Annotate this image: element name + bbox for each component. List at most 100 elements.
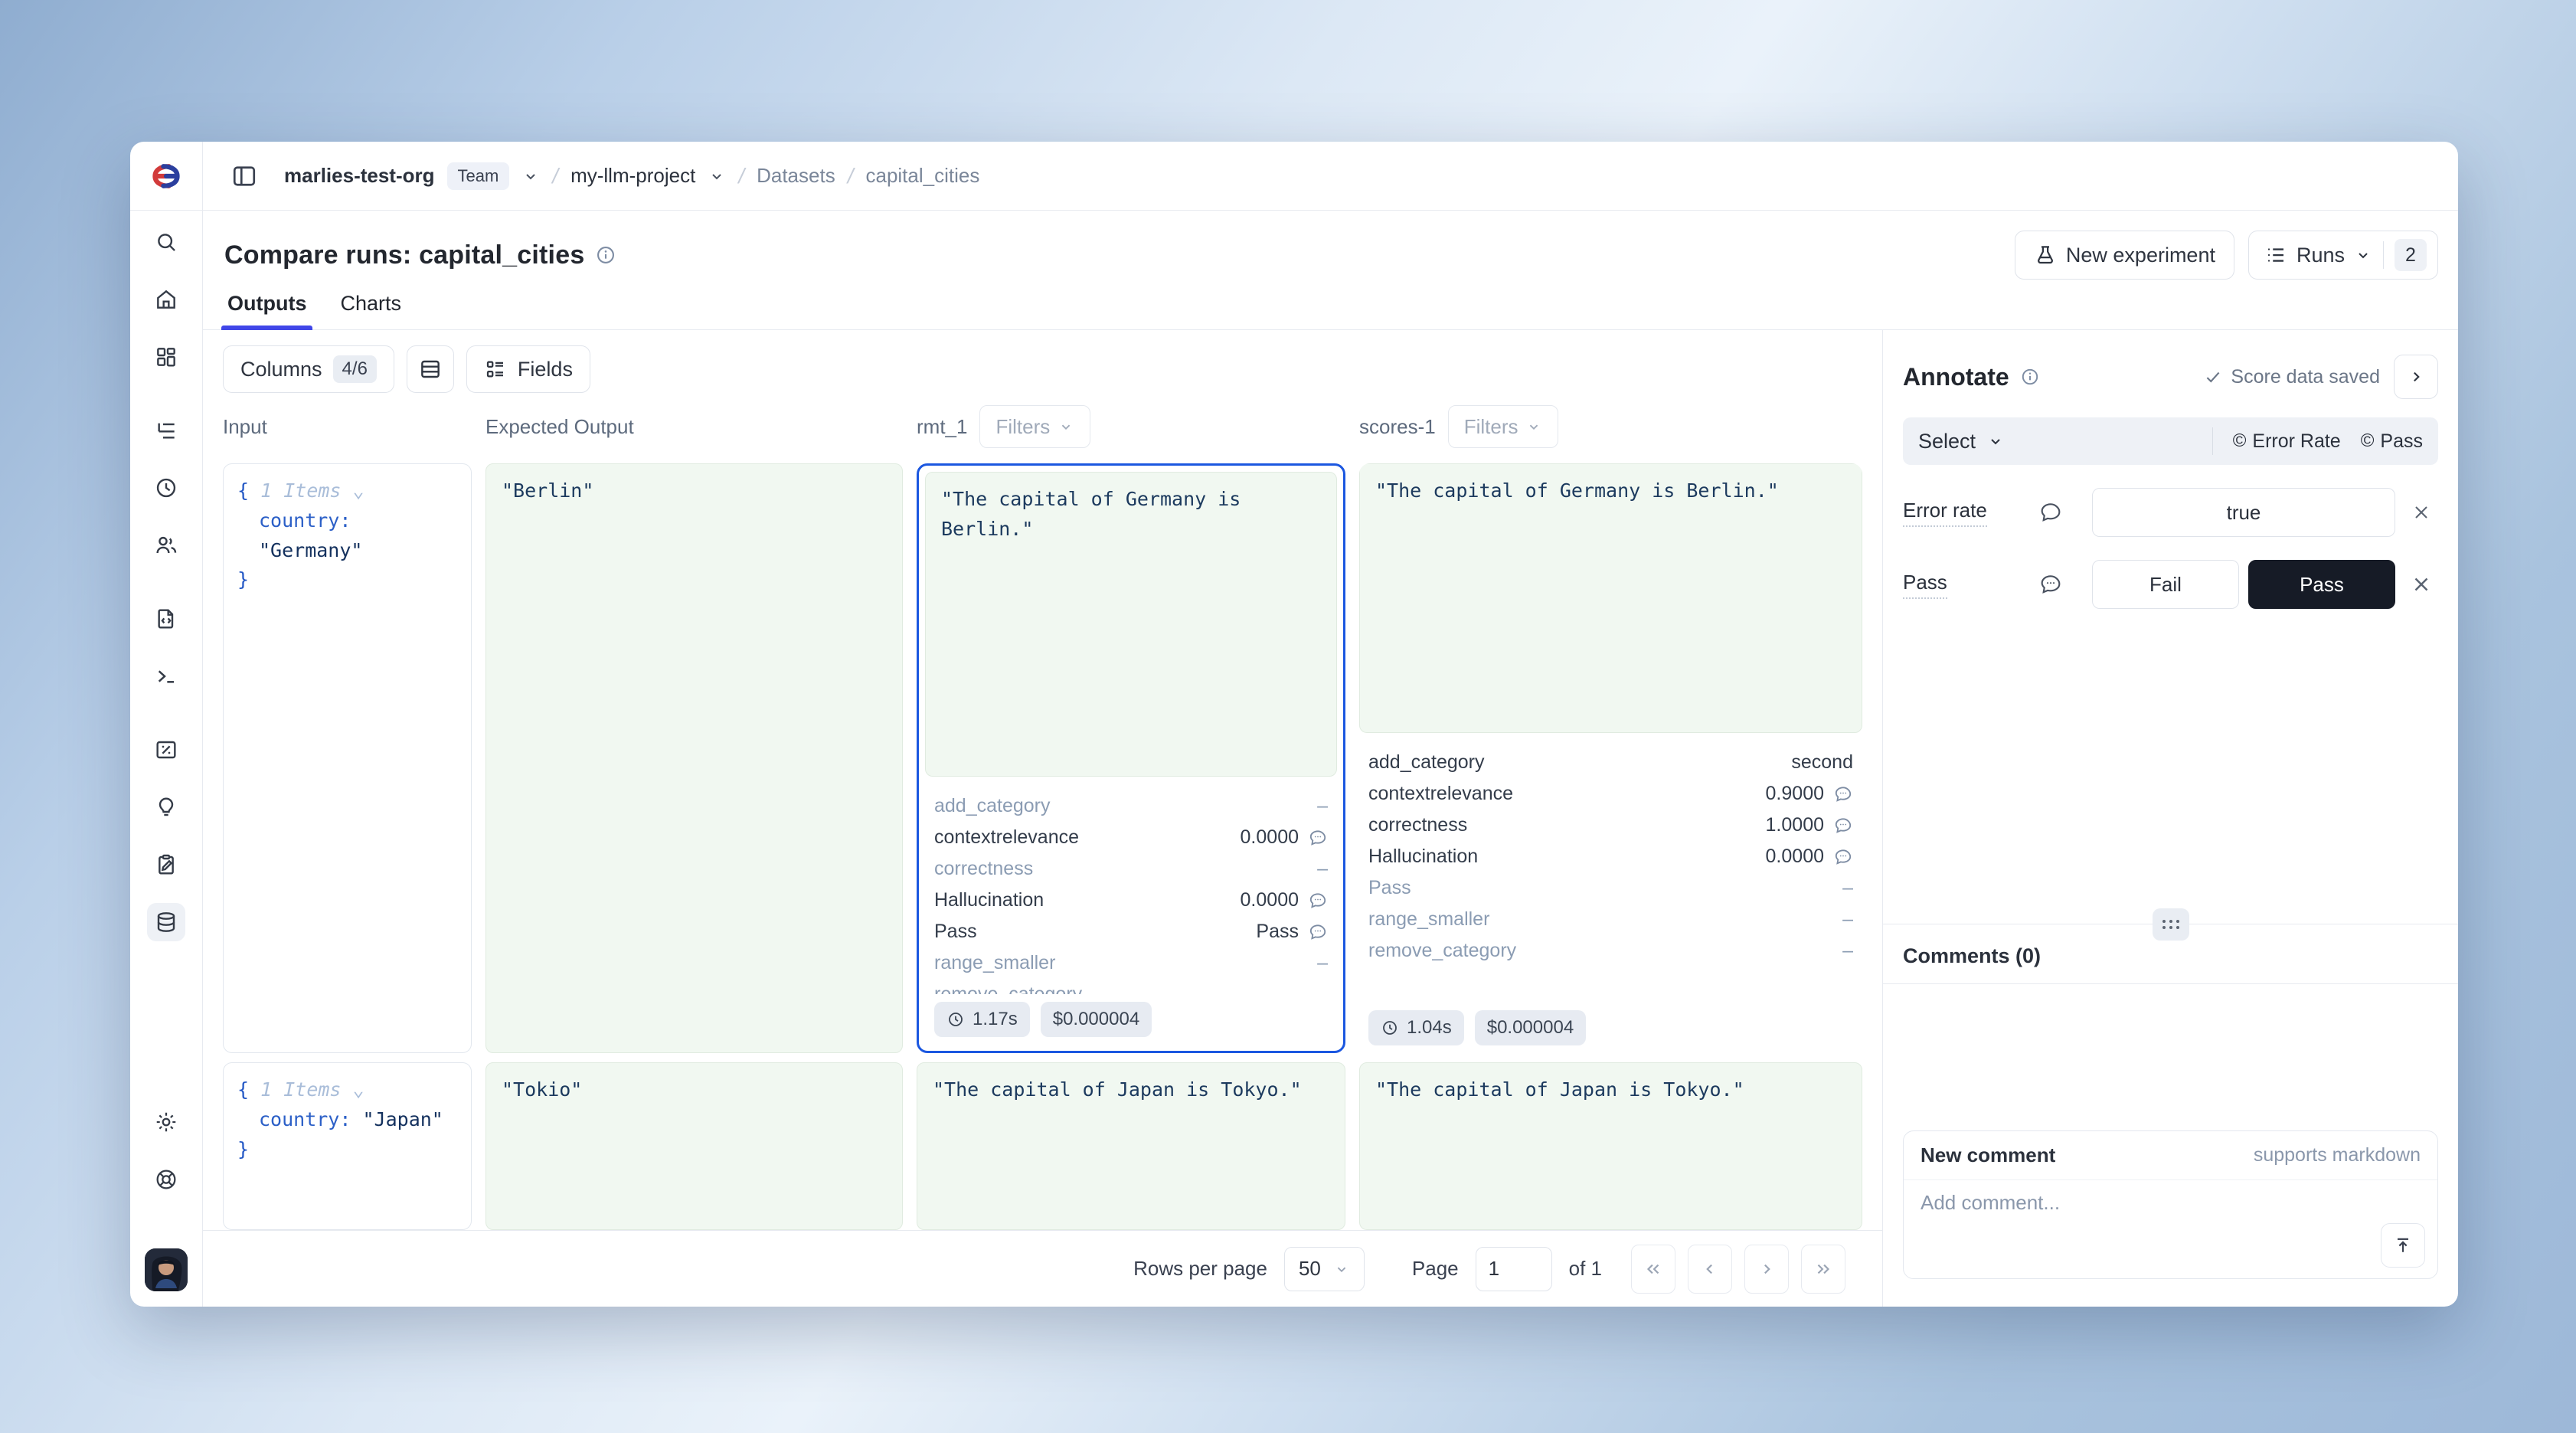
score-name: remove_category (934, 983, 1083, 994)
fields-label: Fields (517, 357, 573, 381)
comment-bubble-icon[interactable] (2038, 500, 2083, 525)
sidebar-item-settings[interactable] (147, 1103, 185, 1141)
lifebuoy-icon (156, 1170, 176, 1189)
submit-comment-button[interactable] (2381, 1223, 2425, 1268)
sidebar-item-history[interactable] (147, 469, 185, 507)
divider (2383, 241, 2384, 269)
annotation-field-pass: Pass Fail Pass (1903, 560, 2438, 609)
latency-chip: 1.17s (934, 1002, 1030, 1037)
clear-pass-button[interactable] (2404, 573, 2438, 596)
pass-fail-toggle: Fail Pass (2092, 560, 2395, 609)
expected-output-cell[interactable]: "Berlin" (485, 463, 903, 1053)
score-name: Hallucination (934, 889, 1044, 911)
sidebar-item-search[interactable] (147, 223, 185, 261)
input-cell[interactable]: { 1 Items ⌄ country: "Germany" } (223, 463, 472, 1053)
comment-bubble-icon[interactable] (1833, 784, 1853, 804)
page-input[interactable] (1475, 1246, 1552, 1291)
score-name: range_smaller (1368, 908, 1490, 930)
breadcrumb-project[interactable]: my-llm-project (570, 164, 696, 187)
breadcrumb-dataset-name[interactable]: capital_cities (865, 164, 980, 187)
chevron-left-icon (1706, 1264, 1712, 1274)
spacer (1883, 632, 2458, 924)
comment-bubble-icon[interactable] (2038, 572, 2083, 597)
latency-value: 1.04s (1407, 1017, 1452, 1038)
sidebar-item-evaluations[interactable] (147, 731, 185, 769)
divider (2212, 427, 2213, 455)
sidebar-item-dashboard[interactable] (147, 338, 185, 376)
sidebar-item-teams[interactable] (147, 526, 185, 564)
filters-label: Filters (1463, 414, 1518, 438)
score-row: correctness 1.0000 (1368, 810, 1853, 841)
sidebar-item-datasets[interactable] (147, 903, 185, 941)
breadcrumb-datasets[interactable]: Datasets (757, 164, 835, 187)
error-rate-badge[interactable]: © Error Rate (2233, 430, 2341, 453)
field-label-error-rate[interactable]: Error rate (1903, 499, 1987, 527)
pass-button[interactable]: Pass (2248, 560, 2395, 609)
annotation-field-error-rate: Error rate (1903, 488, 2438, 537)
cost-chip: $0.000004 (1040, 1002, 1152, 1037)
chevron-down-icon[interactable] (521, 167, 540, 185)
tab-charts[interactable]: Charts (338, 284, 403, 329)
pass-badge[interactable]: © Pass (2361, 430, 2423, 453)
comment-bubble-icon[interactable] (1308, 828, 1328, 848)
comment-bubble-icon[interactable] (1833, 847, 1853, 867)
chevron-down-icon[interactable] (708, 167, 726, 185)
run1-output-cell-selected[interactable]: "The capital of Germany is Berlin." add_… (917, 463, 1345, 1053)
run-meta-chips: 1.17s $0.000004 (925, 994, 1337, 1045)
cost-chip: $0.000004 (1474, 1010, 1587, 1045)
new-experiment-button[interactable]: New experiment (2014, 231, 2234, 280)
tab-outputs[interactable]: Outputs (221, 284, 313, 330)
pagination-last-button[interactable] (1801, 1244, 1845, 1294)
dashboard-grid-icon (157, 348, 175, 367)
run2-filters-button[interactable]: Filters (1447, 405, 1559, 448)
org-logo[interactable] (130, 142, 203, 210)
score-row: Pass – (1368, 872, 1853, 904)
sidebar-item-code-objects[interactable] (147, 600, 185, 638)
user-avatar[interactable] (145, 1248, 188, 1291)
sidebar-item-prompts[interactable] (147, 788, 185, 826)
error-rate-input[interactable] (2092, 488, 2395, 537)
comment-bubble-icon[interactable] (1833, 816, 1853, 836)
columns-button[interactable]: Columns 4/6 (223, 345, 394, 393)
info-icon[interactable] (595, 244, 616, 266)
sidebar-item-home[interactable] (147, 280, 185, 319)
runs-count-badge[interactable]: 2 (2395, 239, 2427, 271)
comment-bubble-icon[interactable] (1308, 922, 1328, 942)
input-cell[interactable]: { 1 Items ⌄ country: "Japan" } (223, 1062, 472, 1230)
score-value: – (1317, 952, 1328, 973)
breadcrumb-org[interactable]: marlies-test-org (284, 164, 435, 187)
json-items-label[interactable]: 1 Items (260, 479, 342, 502)
collapse-panel-button[interactable] (2394, 355, 2438, 399)
sidebar-toggle-button[interactable] (224, 156, 264, 196)
expected-output-cell[interactable]: "Tokio" (485, 1062, 903, 1230)
run1-filters-button[interactable]: Filters (979, 405, 1091, 448)
sidebar-item-help[interactable] (147, 1160, 185, 1199)
pagination-next-button[interactable] (1744, 1244, 1789, 1294)
field-label-pass[interactable]: Pass (1903, 571, 1947, 599)
fail-button[interactable]: Fail (2092, 560, 2239, 609)
sidebar-item-terminal[interactable] (147, 657, 185, 695)
select-dropdown[interactable]: Select (1918, 430, 2005, 453)
comment-input[interactable] (1921, 1191, 2421, 1245)
sidebar-item-annotations[interactable] (147, 846, 185, 884)
run2-output-cell[interactable]: "The capital of Japan is Tokyo." (1359, 1062, 1862, 1230)
breadcrumb-separator: / (552, 163, 559, 188)
pagination-prev-button[interactable] (1688, 1244, 1732, 1294)
score-name: remove_category (1368, 940, 1517, 961)
run2-output-cell[interactable]: "The capital of Germany is Berlin." add_… (1359, 463, 1862, 1053)
sidebar-item-traces[interactable] (147, 411, 185, 450)
clear-error-rate-button[interactable] (2404, 502, 2438, 523)
json-items-label[interactable]: 1 Items (260, 1078, 342, 1101)
fields-button[interactable]: Fields (466, 345, 590, 393)
info-icon[interactable] (2020, 367, 2040, 387)
rows-per-page-select[interactable]: 50 (1283, 1246, 1365, 1291)
drag-handle[interactable] (2152, 908, 2189, 941)
score-name: add_category (934, 795, 1051, 816)
runs-label: Runs (2296, 243, 2345, 267)
runs-button[interactable]: Runs (2264, 244, 2372, 267)
row-height-button[interactable] (406, 345, 454, 393)
run1-output-cell[interactable]: "The capital of Japan is Tokyo." (917, 1062, 1345, 1230)
pagination-first-button[interactable] (1631, 1244, 1675, 1294)
comment-bubble-icon[interactable] (1308, 891, 1328, 911)
annotate-header: Annotate Score data saved (1883, 330, 2458, 414)
